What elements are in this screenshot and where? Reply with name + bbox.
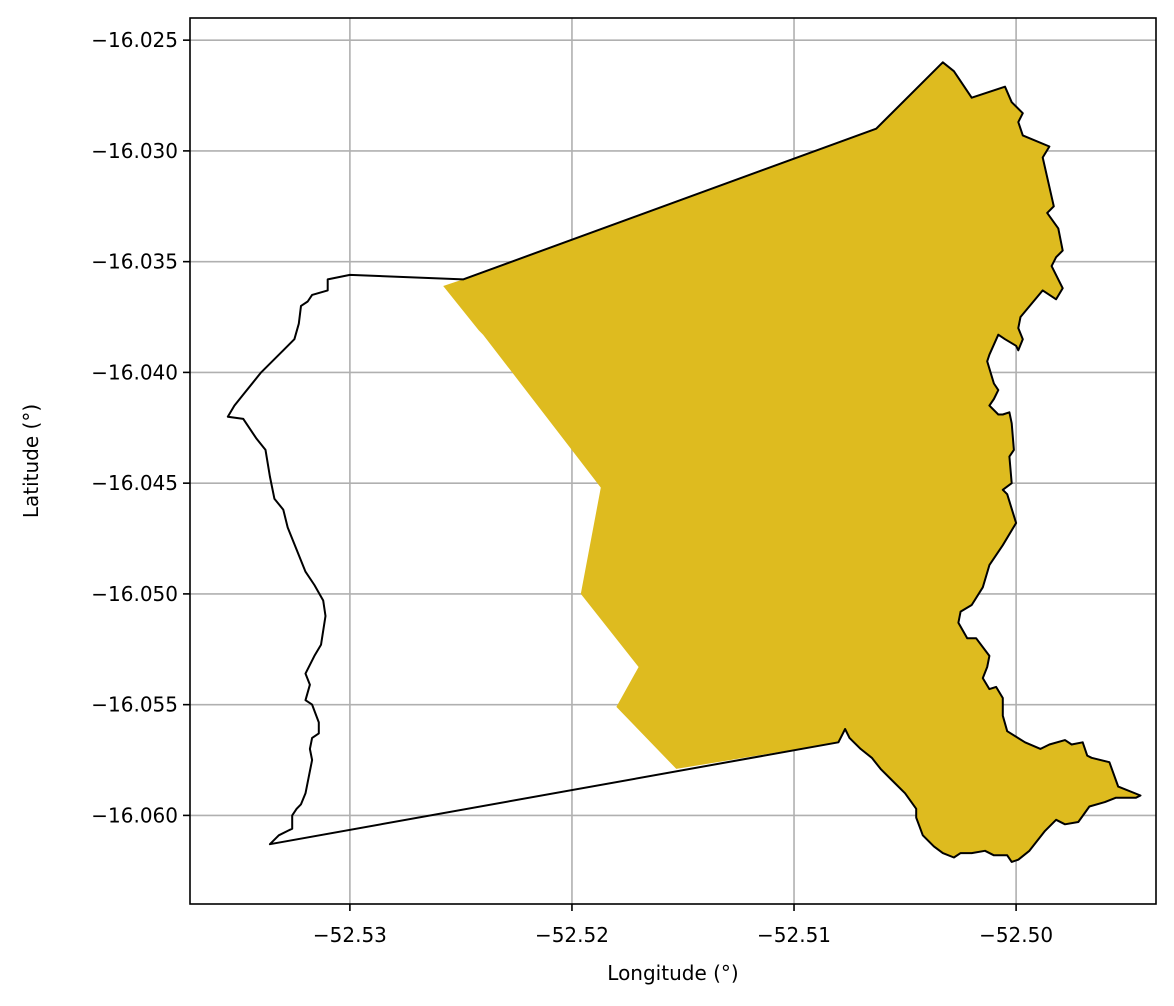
y-tick-label-4: −16.045 <box>91 471 178 495</box>
y-tick-label-6: −16.055 <box>91 693 178 717</box>
y-tick-label-0: −16.025 <box>91 28 178 52</box>
x-tick-label-3: −52.50 <box>979 923 1053 947</box>
y-tick-label-2: −16.035 <box>91 250 178 274</box>
y-tick-label-1: −16.030 <box>91 139 178 163</box>
x-axis-label: Longitude (°) <box>607 961 738 985</box>
filled-region <box>443 62 1141 862</box>
y-tick-label-5: −16.050 <box>91 582 178 606</box>
plot-frame <box>189 17 1157 905</box>
map-shapes <box>226 61 1142 863</box>
x-tick-label-2: −52.51 <box>757 923 831 947</box>
y-tick-label-3: −16.040 <box>91 360 178 384</box>
x-tick-label-1: −52.52 <box>535 923 609 947</box>
ticks: −52.53 −52.52 −52.51 −52.50 −16.025 −16.030 −1… <box>91 28 1053 947</box>
y-axis-label: Latitude (°) <box>19 404 43 518</box>
x-tick-label-0: −52.53 <box>313 923 387 947</box>
y-tick-label-7: −16.060 <box>91 803 178 827</box>
boundary-outline <box>226 61 1142 863</box>
